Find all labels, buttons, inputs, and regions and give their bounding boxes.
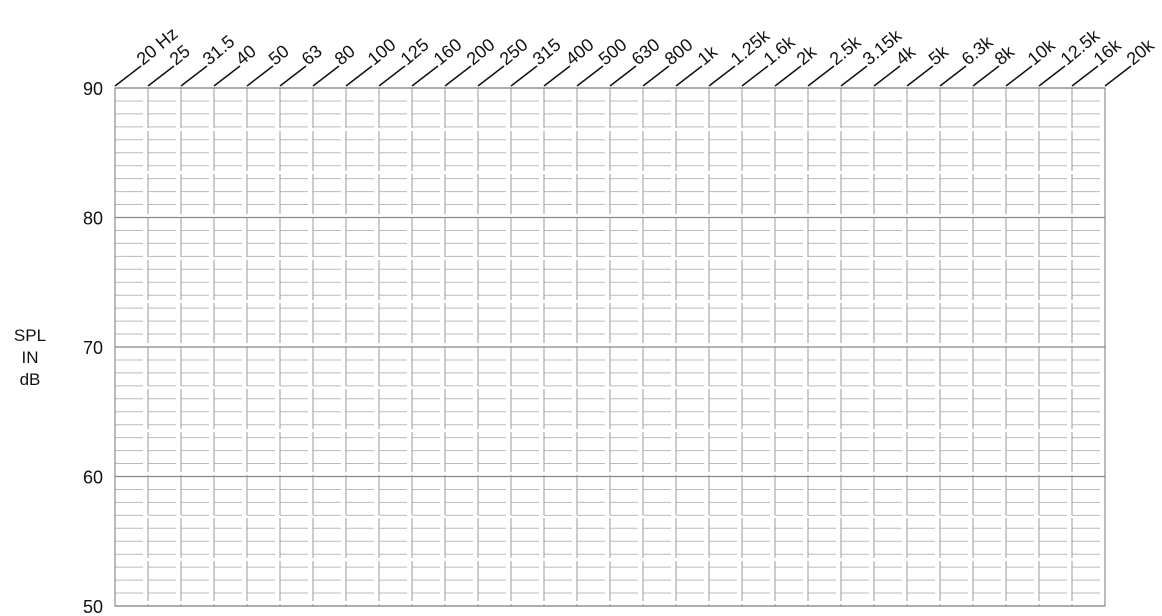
y-axis-label: SPL IN dB (13, 326, 47, 389)
x-tick (906, 65, 934, 87)
y-tick-label: 90 (83, 79, 103, 99)
x-tick (1038, 65, 1066, 87)
x-tick (1071, 65, 1099, 87)
x-tick (1005, 65, 1033, 87)
x-tick (609, 65, 637, 87)
x-tick-label: 6.3k (958, 31, 998, 69)
x-tick (840, 65, 868, 87)
x-tick-label: 400 (562, 34, 598, 69)
x-tick (741, 65, 769, 87)
x-tick (279, 65, 307, 87)
x-tick-label: 160 (430, 34, 466, 69)
x-tick (972, 65, 1000, 87)
x-tick-label: 800 (661, 34, 697, 69)
x-tick (246, 65, 274, 87)
x-tick-label: 2k (793, 41, 821, 69)
x-tick (114, 65, 142, 87)
x-tick (774, 65, 802, 87)
y-tick-label: 80 (83, 209, 103, 229)
x-tick-label: 500 (595, 34, 631, 69)
x-tick (477, 65, 505, 87)
x-tick (873, 65, 901, 87)
x-tick (708, 65, 736, 87)
y-tick-label: 60 (83, 468, 103, 488)
x-tick-label: 200 (463, 34, 499, 69)
x-tick (543, 65, 571, 87)
y-tick-label: 50 (83, 597, 103, 616)
x-tick-label: 20k (1123, 34, 1159, 69)
x-tick (180, 65, 208, 87)
x-tick-label: 8k (991, 41, 1019, 69)
x-tick-label: 5k (925, 41, 953, 69)
x-tick (411, 65, 439, 87)
x-tick-label: 315 (529, 34, 565, 69)
x-tick (312, 65, 340, 87)
x-tick (345, 65, 373, 87)
x-tick-label: 50 (265, 41, 293, 69)
x-tick (444, 65, 472, 87)
plot-border (114, 87, 1106, 607)
x-tick-label: 630 (628, 34, 664, 69)
x-tick (675, 65, 703, 87)
x-tick (1104, 65, 1132, 87)
x-tick-label: 1k (694, 41, 722, 69)
x-tick-label: 63 (298, 41, 326, 69)
x-tick-label: 10k (1024, 34, 1060, 69)
x-tick (147, 65, 175, 87)
x-tick (642, 65, 670, 87)
x-tick (378, 65, 406, 87)
x-tick-label: 80 (331, 41, 359, 69)
x-tick (576, 65, 604, 87)
x-tick (213, 65, 241, 87)
x-tick-label: 2.5k (826, 31, 866, 69)
x-tick-label: 125 (397, 34, 433, 69)
x-tick (807, 65, 835, 87)
x-tick-label: 100 (364, 34, 400, 69)
x-tick (510, 65, 538, 87)
x-tick (939, 65, 967, 87)
y-tick-label: 70 (83, 338, 103, 358)
x-tick-label: 31.5 (199, 31, 239, 69)
x-tick-label: 250 (496, 34, 532, 69)
